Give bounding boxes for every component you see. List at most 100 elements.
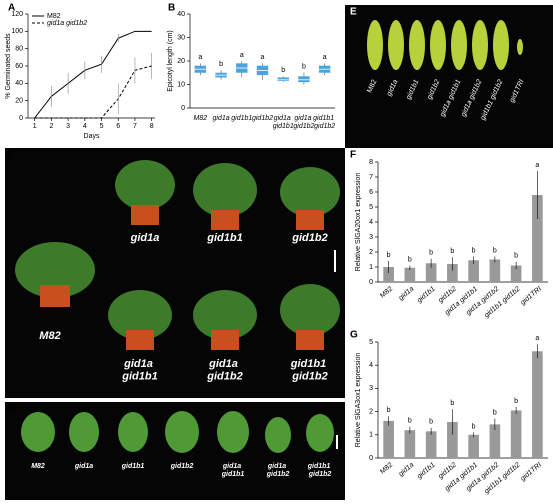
bar [468, 260, 479, 282]
x-tick-label: gid1a gid1b2 [293, 115, 314, 130]
x-tick-label: gid1a [130, 232, 160, 244]
y-axis-label: % Germinated seeds [5, 33, 12, 99]
x-tick-label: gid1b1 [416, 462, 437, 481]
y-tick-label: 7 [369, 174, 373, 181]
line [34, 65, 152, 119]
y-tick-label: 120 [11, 11, 23, 18]
y-tick-label: 1 [369, 432, 373, 439]
letter: b [387, 252, 391, 259]
bar [489, 259, 501, 282]
bar [447, 422, 458, 458]
bar [447, 264, 458, 282]
bar [532, 351, 543, 458]
panel-letter: D [8, 405, 15, 416]
x-tick-label: 2 [49, 123, 53, 130]
bar [532, 195, 543, 282]
y-tick-label: 5 [369, 204, 373, 211]
letter: a [323, 54, 327, 61]
y-tick-label: 2 [369, 408, 373, 415]
letter: b [493, 247, 497, 254]
letter: b [429, 419, 433, 426]
y-tick-label: 20 [15, 98, 23, 105]
bar [510, 410, 522, 458]
panel-letter: A [8, 3, 15, 14]
letter: a [535, 162, 539, 169]
letter: b [450, 400, 454, 407]
x-tick-label: M82 [39, 330, 60, 342]
bar [404, 430, 416, 458]
y-tick-label: 8 [369, 159, 373, 166]
x-tick-label: 1 [33, 123, 37, 130]
y-tick-label: 0 [19, 115, 23, 122]
photo-c [5, 148, 345, 398]
x-tick-label: gid1TRI [520, 462, 543, 483]
bar [510, 265, 522, 282]
y-tick-label: 40 [177, 11, 185, 18]
y-tick-label: 2 [369, 249, 373, 256]
letter: b [450, 248, 454, 255]
letter: b [281, 67, 285, 74]
letter: a [261, 54, 265, 61]
letter: a [198, 54, 202, 61]
bar [468, 434, 479, 458]
letter: b [493, 409, 497, 416]
x-tick-label: gid1b2 [170, 463, 194, 470]
x-tick-label: gid1a gid1b1 [121, 358, 157, 383]
panel-letter: B [168, 3, 175, 14]
y-tick-label: 20 [177, 58, 185, 65]
y-tick-label: 100 [11, 28, 23, 35]
photo-d [5, 402, 345, 500]
letter: b [408, 418, 412, 425]
photo-e [345, 5, 553, 148]
x-tick-label: gid1a [74, 463, 93, 470]
x-tick-label: gid1TRI [520, 286, 543, 307]
y-axis-label: Relative SlGA3ox1 expression [355, 353, 362, 448]
x-tick-label: 7 [133, 123, 137, 130]
panel-letter: E [350, 7, 357, 18]
y-axis-label: Epicotyl length (cm) [167, 30, 174, 91]
x-tick-label: gid1b1 [206, 232, 242, 244]
y-tick-label: 4 [369, 219, 373, 226]
letter: a [240, 52, 244, 59]
y-tick-label: 5 [369, 339, 373, 346]
x-tick-label: M82 [379, 286, 394, 300]
letter: b [219, 61, 223, 68]
x-tick-label: gid1a gid1b1 [221, 463, 245, 478]
x-tick-label: gid1b1 gid1b2 [313, 115, 336, 130]
x-tick-label: gid1b1 [416, 286, 437, 305]
y-tick-label: 0 [369, 455, 373, 462]
x-tick-label: gid1a gid1b1 [273, 115, 294, 130]
x-axis-label: Days [84, 133, 100, 140]
y-tick-label: 1 [369, 264, 373, 271]
y-tick-label: 10 [177, 81, 185, 88]
x-tick-label: gid1b1 [121, 463, 145, 470]
panel-letter: F [350, 150, 356, 161]
letter: b [408, 256, 412, 263]
bar [425, 263, 437, 282]
legend-label: M82 [47, 13, 61, 20]
y-axis-label: Relative SlGA20ox1 expression [355, 173, 362, 272]
x-tick-label: 4 [83, 123, 87, 130]
x-tick-label: gid1a [398, 286, 416, 302]
bar [489, 424, 501, 458]
x-tick-label: 3 [66, 123, 70, 130]
x-tick-label: gid1b1 gid1b2 [307, 463, 333, 478]
legend-label: gid1a gid1b2 [47, 20, 87, 27]
line [34, 30, 152, 119]
x-tick-label: 5 [100, 123, 104, 130]
letter: b [472, 247, 476, 254]
y-tick-label: 30 [177, 34, 185, 41]
letter: b [514, 398, 518, 405]
box [277, 77, 289, 81]
x-tick-label: gid1a gid1b2 [206, 358, 242, 383]
y-tick-label: 4 [369, 362, 373, 369]
x-tick-label: gid1b2 [252, 115, 273, 122]
letter: b [387, 407, 391, 414]
x-tick-label: 6 [116, 123, 120, 130]
box [298, 76, 310, 83]
y-tick-label: 0 [181, 105, 185, 112]
x-tick-label: gid1b1 [231, 115, 252, 122]
y-tick-label: 60 [15, 63, 23, 70]
x-tick-label: M82 [194, 115, 208, 122]
